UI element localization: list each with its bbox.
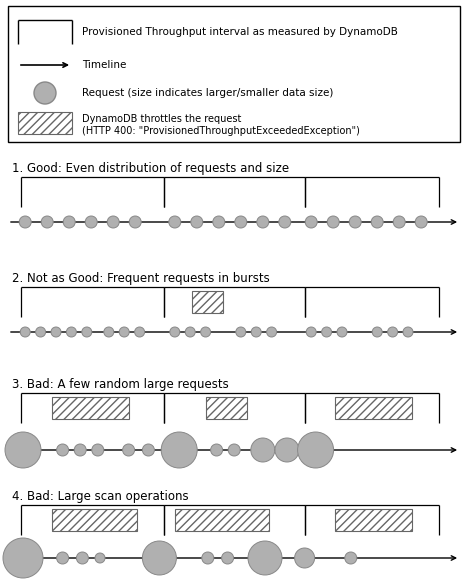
Circle shape [51,327,61,337]
Circle shape [236,327,246,337]
Circle shape [74,444,86,456]
Circle shape [327,216,339,228]
Circle shape [169,216,181,228]
Circle shape [275,438,299,462]
Circle shape [123,444,135,456]
Circle shape [298,432,334,468]
Circle shape [135,327,145,337]
Circle shape [104,327,114,337]
Circle shape [82,327,92,337]
Circle shape [92,444,104,456]
Bar [51,397,129,419]
Text: Timeline: Timeline [82,60,126,70]
Circle shape [57,552,69,564]
Circle shape [251,327,261,337]
Bar [8,6,460,142]
Circle shape [257,216,269,228]
Circle shape [415,216,427,228]
Text: 4. Bad: Large scan operations: 4. Bad: Large scan operations [12,490,189,503]
Bar [336,509,412,531]
Circle shape [129,216,141,228]
Circle shape [202,552,214,564]
Circle shape [349,216,361,228]
Circle shape [66,327,76,337]
Circle shape [388,327,398,337]
Circle shape [95,553,105,563]
Circle shape [107,216,119,228]
Circle shape [222,552,234,564]
Circle shape [185,327,195,337]
Circle shape [371,216,383,228]
Bar [18,112,72,134]
Circle shape [251,438,275,462]
Circle shape [228,444,240,456]
Bar [336,397,412,419]
Circle shape [403,327,413,337]
Circle shape [142,444,154,456]
Bar [175,509,270,531]
Circle shape [306,327,316,337]
Circle shape [279,216,291,228]
Circle shape [20,327,30,337]
Circle shape [57,444,69,456]
Circle shape [235,216,247,228]
Circle shape [305,216,317,228]
Bar [192,291,223,313]
Circle shape [345,552,357,564]
Text: 3. Bad: A few random large requests: 3. Bad: A few random large requests [12,378,229,391]
Circle shape [41,216,53,228]
Circle shape [36,327,45,337]
Circle shape [161,432,197,468]
Circle shape [76,552,88,564]
Circle shape [393,216,405,228]
Circle shape [191,216,203,228]
Circle shape [142,541,176,575]
Text: 1. Good: Even distribution of requests and size: 1. Good: Even distribution of requests a… [12,162,289,175]
Circle shape [337,327,347,337]
Text: DynamoDB throttles the request
(HTTP 400: "ProvisionedThroughputExceededExceptio: DynamoDB throttles the request (HTTP 400… [82,114,360,136]
Bar [205,397,248,419]
Text: Request (size indicates larger/smaller data size): Request (size indicates larger/smaller d… [82,88,333,98]
Bar [51,509,138,531]
Circle shape [3,538,43,578]
Circle shape [34,82,56,104]
Circle shape [201,327,211,337]
Circle shape [372,327,382,337]
Circle shape [322,327,332,337]
Circle shape [5,432,41,468]
Circle shape [63,216,75,228]
Circle shape [213,216,225,228]
Text: 2. Not as Good: Frequent requests in bursts: 2. Not as Good: Frequent requests in bur… [12,272,270,285]
Circle shape [211,444,223,456]
Text: Provisioned Throughput interval as measured by DynamoDB: Provisioned Throughput interval as measu… [82,27,398,37]
Circle shape [170,327,180,337]
Circle shape [119,327,129,337]
Circle shape [85,216,97,228]
Circle shape [19,216,31,228]
Circle shape [294,548,314,568]
Circle shape [267,327,277,337]
Circle shape [248,541,282,575]
